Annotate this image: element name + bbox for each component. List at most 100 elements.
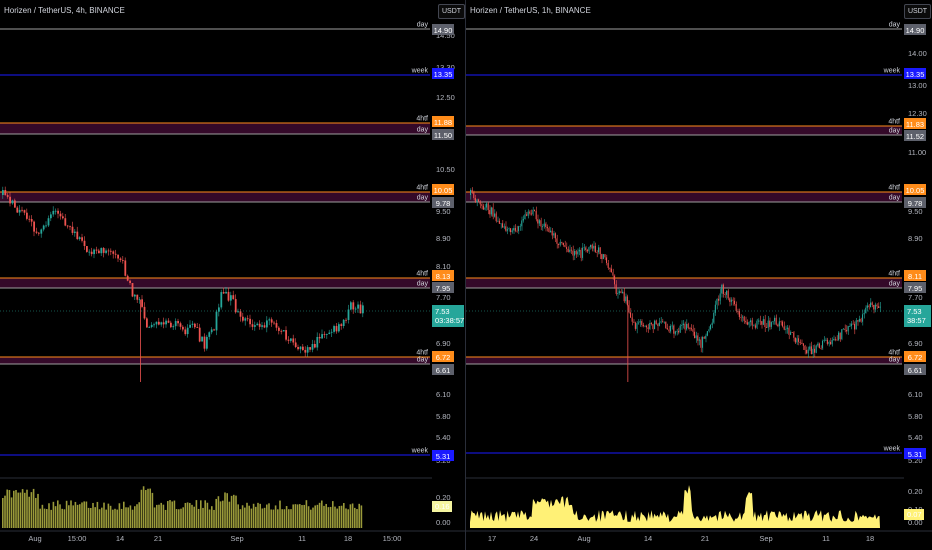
candle[interactable] — [681, 320, 683, 330]
candle[interactable] — [487, 201, 489, 215]
candle[interactable] — [705, 333, 707, 343]
candle[interactable] — [633, 319, 635, 323]
candle[interactable] — [100, 247, 103, 256]
candle[interactable] — [820, 345, 822, 350]
candle[interactable] — [833, 335, 835, 342]
candle[interactable] — [532, 206, 534, 216]
candle[interactable] — [342, 319, 345, 329]
candle[interactable] — [321, 329, 323, 340]
candle[interactable] — [686, 319, 688, 331]
candle[interactable] — [52, 206, 55, 217]
candle[interactable] — [663, 321, 665, 324]
candle[interactable] — [28, 215, 31, 223]
candle[interactable] — [700, 336, 702, 353]
candle[interactable] — [593, 241, 595, 252]
candle[interactable] — [297, 344, 299, 351]
candle[interactable] — [815, 344, 817, 354]
candle[interactable] — [674, 330, 676, 336]
candle[interactable] — [500, 223, 502, 229]
candle[interactable] — [90, 247, 93, 257]
candle[interactable] — [614, 274, 616, 289]
chart-pane-right[interactable]: day week 4htf day 4htf day 4htf day 4htf day week 1… — [466, 0, 932, 550]
candle[interactable] — [88, 249, 91, 256]
candle[interactable] — [45, 221, 47, 228]
candle[interactable] — [266, 316, 268, 333]
candle[interactable] — [503, 223, 505, 230]
level-badge-4htf[interactable] — [432, 351, 454, 362]
candle[interactable] — [612, 268, 614, 280]
candle[interactable] — [522, 215, 524, 223]
candle[interactable] — [215, 309, 218, 336]
chart-pane-left[interactable]: day week 4htf day 4htf day 4htf day 4htf day week 1… — [0, 0, 466, 550]
candle[interactable] — [502, 220, 504, 228]
candle[interactable] — [333, 324, 335, 334]
candle[interactable] — [780, 320, 782, 326]
candle[interactable] — [527, 209, 529, 219]
candle[interactable] — [758, 318, 760, 325]
candle[interactable] — [724, 292, 726, 298]
candle[interactable] — [662, 318, 664, 323]
candle[interactable] — [6, 193, 9, 199]
candle[interactable] — [854, 321, 856, 335]
current-price-badge[interactable] — [904, 305, 931, 327]
candle[interactable] — [807, 346, 809, 358]
candle[interactable] — [124, 257, 127, 277]
level-badge-week[interactable] — [432, 68, 454, 79]
candle[interactable] — [777, 323, 779, 328]
candle[interactable] — [790, 330, 792, 336]
candle[interactable] — [148, 325, 151, 328]
candle[interactable] — [280, 329, 283, 335]
symbol-title-right[interactable]: Horizen / TetherUS, 1h, BINANCE — [470, 6, 591, 15]
candle[interactable] — [566, 242, 568, 253]
candle[interactable] — [738, 308, 740, 320]
candle[interactable] — [494, 209, 496, 218]
candle[interactable] — [484, 203, 486, 211]
candle[interactable] — [232, 290, 235, 300]
candle[interactable] — [203, 333, 206, 352]
candle[interactable] — [697, 332, 699, 346]
candle[interactable] — [634, 321, 636, 331]
candle[interactable] — [666, 323, 668, 330]
candle[interactable] — [630, 308, 632, 319]
candle[interactable] — [210, 327, 213, 335]
candle[interactable] — [206, 334, 208, 351]
candle[interactable] — [263, 322, 266, 329]
candle[interactable] — [599, 247, 601, 259]
candle[interactable] — [138, 296, 141, 304]
candle[interactable] — [519, 223, 521, 231]
candle[interactable] — [806, 346, 808, 355]
candle[interactable] — [545, 221, 547, 232]
candle[interactable] — [858, 315, 860, 323]
candle[interactable] — [796, 335, 798, 345]
level-badge-4htf[interactable] — [904, 118, 926, 129]
candle[interactable] — [863, 309, 865, 319]
candle[interactable] — [708, 326, 710, 333]
candle[interactable] — [740, 314, 742, 322]
candle[interactable] — [35, 227, 38, 235]
candle[interactable] — [105, 248, 107, 255]
candle[interactable] — [743, 315, 745, 324]
level-badge-week[interactable] — [904, 68, 926, 79]
candle[interactable] — [81, 233, 83, 243]
candle[interactable] — [227, 287, 230, 302]
candle[interactable] — [201, 336, 203, 342]
level-badge-day[interactable] — [904, 364, 926, 375]
candle[interactable] — [26, 208, 28, 221]
level-badge-4htf[interactable] — [904, 351, 926, 362]
candle[interactable] — [606, 254, 608, 266]
candle[interactable] — [290, 338, 292, 343]
candle[interactable] — [783, 321, 785, 331]
candle[interactable] — [841, 329, 843, 341]
candle[interactable] — [172, 324, 175, 331]
candle[interactable] — [582, 243, 584, 261]
candle[interactable] — [652, 323, 654, 334]
level-badge-4htf[interactable] — [904, 184, 926, 195]
candle[interactable] — [524, 209, 526, 220]
candle[interactable] — [311, 339, 314, 353]
candle[interactable] — [711, 318, 713, 329]
candle[interactable] — [596, 250, 598, 258]
candle[interactable] — [727, 289, 729, 301]
candle[interactable] — [682, 320, 684, 329]
candle[interactable] — [285, 326, 287, 342]
candle[interactable] — [778, 317, 780, 331]
